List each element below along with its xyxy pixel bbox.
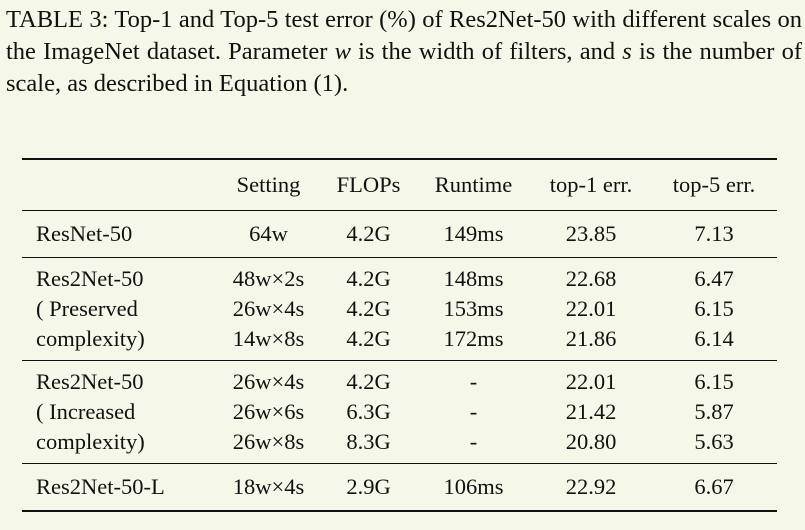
model-name-line: ( Preserved <box>36 296 138 321</box>
cell-runtime: 172ms <box>443 326 504 351</box>
cell-model: Res2Net-50 ( Preserved complexity) <box>22 258 216 361</box>
header-model <box>22 159 216 211</box>
cell-runtime-column: - - - <box>416 361 531 464</box>
table-caption: TABLE 3: Top-1 and Top-5 test error (%) … <box>6 4 802 100</box>
cell-top1-column: 22.92 <box>565 474 617 499</box>
model-name-line: complexity) <box>36 326 145 351</box>
cell-flops-column: 4.2G 6.3G 8.3G <box>321 361 416 464</box>
cell-setting: 26w×4s <box>232 296 305 321</box>
cell-top1: 22.01 <box>565 369 617 394</box>
cell-setting-column: 48w×2s 26w×4s 14w×8s <box>216 258 321 361</box>
cell-flops-column: 4.2G <box>346 221 391 246</box>
cell-setting: 26w×4s <box>232 369 305 394</box>
cell-runtime: - <box>469 399 478 424</box>
caption-percent-symbol: % <box>387 6 408 33</box>
cell-model: ResNet-50 <box>36 221 133 246</box>
cell-top5: 6.15 <box>694 296 734 321</box>
table-row-group: Res2Net-50( Increased complexity) 26w×4s 26… <box>22 360 777 464</box>
cell-top5: 5.87 <box>694 399 734 424</box>
cell-flops: 4.2G <box>346 266 391 291</box>
cell-runtime-column: 106ms <box>443 474 504 499</box>
cell-top1-column: 23.85 <box>565 221 617 246</box>
cell-top5-column: 6.67 <box>694 474 734 499</box>
cell-top5: 6.15 <box>694 369 734 394</box>
cell-flops: 6.3G <box>346 399 391 424</box>
header-flops: FLOPs <box>336 172 401 197</box>
cell-top1: 21.42 <box>565 399 617 424</box>
table-row-group: ResNet-50 64w 4.2G 149ms 23.85 7.13 <box>22 210 777 258</box>
caption-text-1: TABLE 3: Top-1 and Top-5 test error ( <box>6 6 388 33</box>
cell-top1: 22.68 <box>565 266 617 291</box>
results-table-container: Setting FLOPs Runtime top-1 err. top-5 e… <box>22 158 777 512</box>
cell-flops-column: 2.9G <box>346 474 391 499</box>
cell-setting: 26w×8s <box>232 429 305 454</box>
cell-top5: 6.47 <box>694 266 734 291</box>
cell-setting: 48w×2s <box>232 266 305 291</box>
caption-text-4: is the number of scale, as described in … <box>6 38 802 97</box>
cell-top1: 20.80 <box>565 429 617 454</box>
cell-top1-column: 22.01 21.42 20.80 <box>531 361 651 464</box>
header-top5: top-5 err. <box>672 172 756 197</box>
caption-var-w: w <box>334 38 351 65</box>
model-name-line: ( Increased <box>36 399 136 424</box>
table-row-group: Res2Net-50 ( Preserved complexity) 48w×2s 26… <box>22 257 777 361</box>
cell-setting: 26w×6s <box>232 399 305 424</box>
cell-runtime: - <box>469 369 478 394</box>
results-table: Setting FLOPs Runtime top-1 err. top-5 e… <box>22 158 777 512</box>
caption-text-3: is the width of filters, and <box>350 38 623 65</box>
cell-top5-column: 6.15 5.87 5.63 <box>651 361 777 464</box>
header-setting: Setting <box>236 172 301 197</box>
cell-flops: 4.2G <box>346 369 391 394</box>
cell-model: Res2Net-50-L <box>36 474 165 499</box>
cell-runtime: - <box>469 429 478 454</box>
cell-flops: 4.2G <box>346 296 391 321</box>
cell-top1: 21.86 <box>565 326 617 351</box>
cell-flops: 8.3G <box>346 429 391 454</box>
header-top1: top-1 err. <box>549 172 633 197</box>
cell-flops: 4.2G <box>346 326 391 351</box>
cell-runtime: 153ms <box>443 296 504 321</box>
cell-runtime: 148ms <box>443 266 504 291</box>
cell-model: Res2Net-50 ( Increased complexity) <box>22 361 216 464</box>
table-header-row: Setting FLOPs Runtime top-1 err. top-5 e… <box>22 159 777 211</box>
model-name-line: complexity) <box>36 429 145 454</box>
model-name-line: Res2Net-50 <box>36 369 144 394</box>
table-row-group: Res2Net-50-L 18w×4s 2.9G 106ms 22.92 6.67 <box>22 463 777 511</box>
cell-setting: 14w×8s <box>232 326 305 351</box>
cell-top5: 6.14 <box>694 326 734 351</box>
cell-top5: 5.63 <box>694 429 734 454</box>
header-runtime: Runtime <box>434 172 513 197</box>
model-name-line: Res2Net-50 <box>36 266 144 291</box>
cell-top5-column: 6.47 6.15 6.14 <box>651 258 777 361</box>
cell-top1: 22.01 <box>565 296 617 321</box>
cell-top5-column: 7.13 <box>694 221 734 246</box>
cell-runtime-column: 148ms 153ms 172ms <box>416 258 531 361</box>
caption-text-2: ) of Res2Net-50 with different scales on… <box>6 6 802 65</box>
caption-var-s: s <box>622 38 632 65</box>
cell-runtime-column: 149ms <box>443 221 504 246</box>
cell-top1-column: 22.68 22.01 21.86 <box>531 258 651 361</box>
cell-setting-column: 64w <box>249 221 288 246</box>
cell-setting-column: 26w×4s 26w×6s 26w×8s <box>216 361 321 464</box>
cell-flops-column: 4.2G 4.2G 4.2G <box>321 258 416 361</box>
cell-setting-column: 18w×4s <box>232 474 305 499</box>
